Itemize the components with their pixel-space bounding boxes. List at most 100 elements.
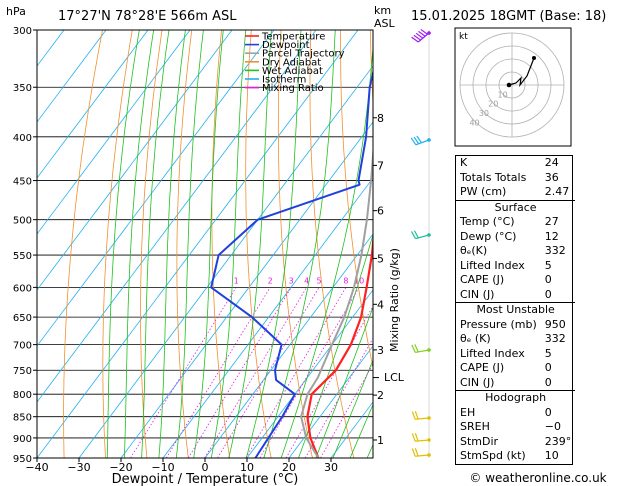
tt-label: Totals Totals	[460, 170, 527, 184]
dry-adiabat	[102, 30, 133, 458]
isotherm	[246, 289, 373, 458]
dry-adiabat	[609, 30, 629, 458]
sfc-li-value: 5	[544, 258, 552, 272]
height-tick-label: 5	[377, 252, 384, 265]
height-tick-label: 1	[377, 434, 384, 447]
wind-barb-flag	[413, 230, 419, 239]
pressure-tick-label: 500	[13, 216, 32, 227]
mixing-ratio-line	[245, 287, 347, 458]
mixing-ratio-label: 8	[343, 276, 348, 285]
pressure-tick-label: 550	[13, 251, 32, 262]
wind-barb-flag	[416, 135, 422, 144]
wind-barb-staff	[415, 454, 430, 457]
pressure-tick-label: 350	[13, 83, 32, 94]
pressure-unit: hPa	[6, 5, 26, 18]
lcl-label: LCL	[384, 371, 405, 384]
wet-adiabat	[315, 306, 373, 458]
wet-adiabat	[245, 30, 302, 458]
wind-barb-flag	[410, 231, 417, 239]
hodograph-endpoint	[532, 56, 536, 60]
isotherm	[37, 30, 359, 458]
mixing-ratio-label: 5	[316, 276, 321, 285]
sfc-cin-label: CIN (J)	[460, 287, 495, 301]
location-title: 17°27'N 78°28'E 566m ASL	[58, 9, 237, 24]
mu-pressure-value: 950	[544, 317, 566, 331]
mixing-ratio-label: 3	[289, 276, 294, 285]
stmspd-label: StmSpd (kt)	[460, 449, 526, 462]
wind-barb	[411, 432, 431, 442]
mu-thetae-label: θₑ (K)	[460, 332, 491, 345]
stmspd-value: 10	[544, 449, 559, 462]
wet-adiabat	[123, 30, 155, 458]
sfc-temp-value: 27	[544, 215, 559, 228]
temperature-tick-label: 30	[324, 461, 338, 474]
wet-adiabat	[263, 30, 336, 458]
wind-barb	[411, 344, 431, 354]
isotherm	[37, 30, 317, 403]
profile-parcel-trajectory	[300, 143, 373, 458]
datetime: 15.01.2025 18GMT (Base: 18)	[411, 9, 606, 24]
temperature-tick-label: −40	[25, 461, 48, 474]
pressure-tick-label: 950	[13, 454, 32, 465]
temperature-tick-label: 10	[240, 461, 254, 474]
wind-barb	[410, 230, 431, 240]
legend-entry: Temperature	[261, 32, 325, 43]
wind-barb-flag	[414, 344, 419, 353]
dry-adiabat	[579, 30, 629, 458]
wind-barb-dot	[427, 31, 431, 35]
hodograph-ring-label: 10	[498, 90, 508, 99]
dry-adiabat	[309, 30, 355, 458]
legend-entry: Isotherm	[262, 75, 306, 86]
mixing-ratio-axis-label: Mixing Ratio (g/kg)	[388, 248, 401, 352]
mixing-ratio-line	[130, 287, 237, 458]
isotherm	[162, 177, 373, 458]
mu-cin-label: CIN (J)	[460, 375, 495, 389]
pressure-tick-label: 750	[13, 366, 32, 377]
temperature-tick-label: 0	[202, 461, 209, 474]
mu-cape-value: 0	[544, 361, 552, 374]
wind-barb-flag	[414, 447, 419, 457]
sfc-thetae-label: θₑ(K)	[460, 244, 488, 257]
mu-li-value: 5	[544, 346, 552, 360]
mixing-ratio-line	[217, 287, 320, 458]
wind-barb-flag	[411, 344, 416, 353]
sfc-thetae-value: 332	[544, 244, 566, 257]
wind-barb-dot	[427, 438, 431, 442]
wind-barb	[411, 447, 431, 457]
sfc-cin-value: 0	[544, 287, 552, 301]
dry-adiabat	[63, 30, 103, 458]
wind-barb-staff	[415, 234, 430, 240]
dry-adiabat	[340, 30, 373, 370]
height-tick-label: 4	[377, 298, 384, 311]
legend-entry: Mixing Ratio	[262, 83, 324, 94]
isotherm	[37, 30, 191, 235]
isotherm	[37, 30, 275, 347]
wind-barb-dot	[427, 233, 431, 237]
index-panel: K 24 Totals Totals 36 PW (cm) 2.47 Surface …	[455, 155, 576, 465]
mu-li-label: Lifted Index	[460, 346, 525, 360]
temperature-tick-label: −10	[151, 461, 174, 474]
pressure-tick-label: 900	[13, 434, 32, 445]
k-label: K	[460, 156, 468, 169]
wind-barb-flag	[415, 32, 424, 39]
isotherm	[288, 345, 373, 458]
pw-value: 2.47	[544, 185, 570, 198]
wind-barb-flag	[413, 34, 421, 41]
eh-value: 0	[544, 405, 552, 419]
mixing-ratio-label: 1	[234, 276, 239, 285]
mu-pressure-label: Pressure (mb)	[460, 317, 537, 331]
mixing-ratio-line	[165, 287, 271, 458]
mixing-ratio-label: 4	[304, 276, 309, 285]
height-unit-asl: ASL	[374, 17, 396, 30]
wind-barb-staff	[415, 139, 430, 146]
x-axis-label: Dewpoint / Temperature (°C)	[112, 472, 299, 486]
wet-adiabat	[228, 30, 272, 458]
wet-adiabat	[349, 403, 373, 458]
height-unit: km	[374, 4, 391, 17]
wind-barb-flag	[411, 411, 416, 420]
hodograph-ring-label: 30	[479, 109, 489, 118]
isotherm	[37, 30, 149, 179]
pressure-tick-label: 850	[13, 413, 32, 424]
tt-value: 36	[544, 170, 559, 184]
dry-adiabat	[211, 30, 231, 458]
